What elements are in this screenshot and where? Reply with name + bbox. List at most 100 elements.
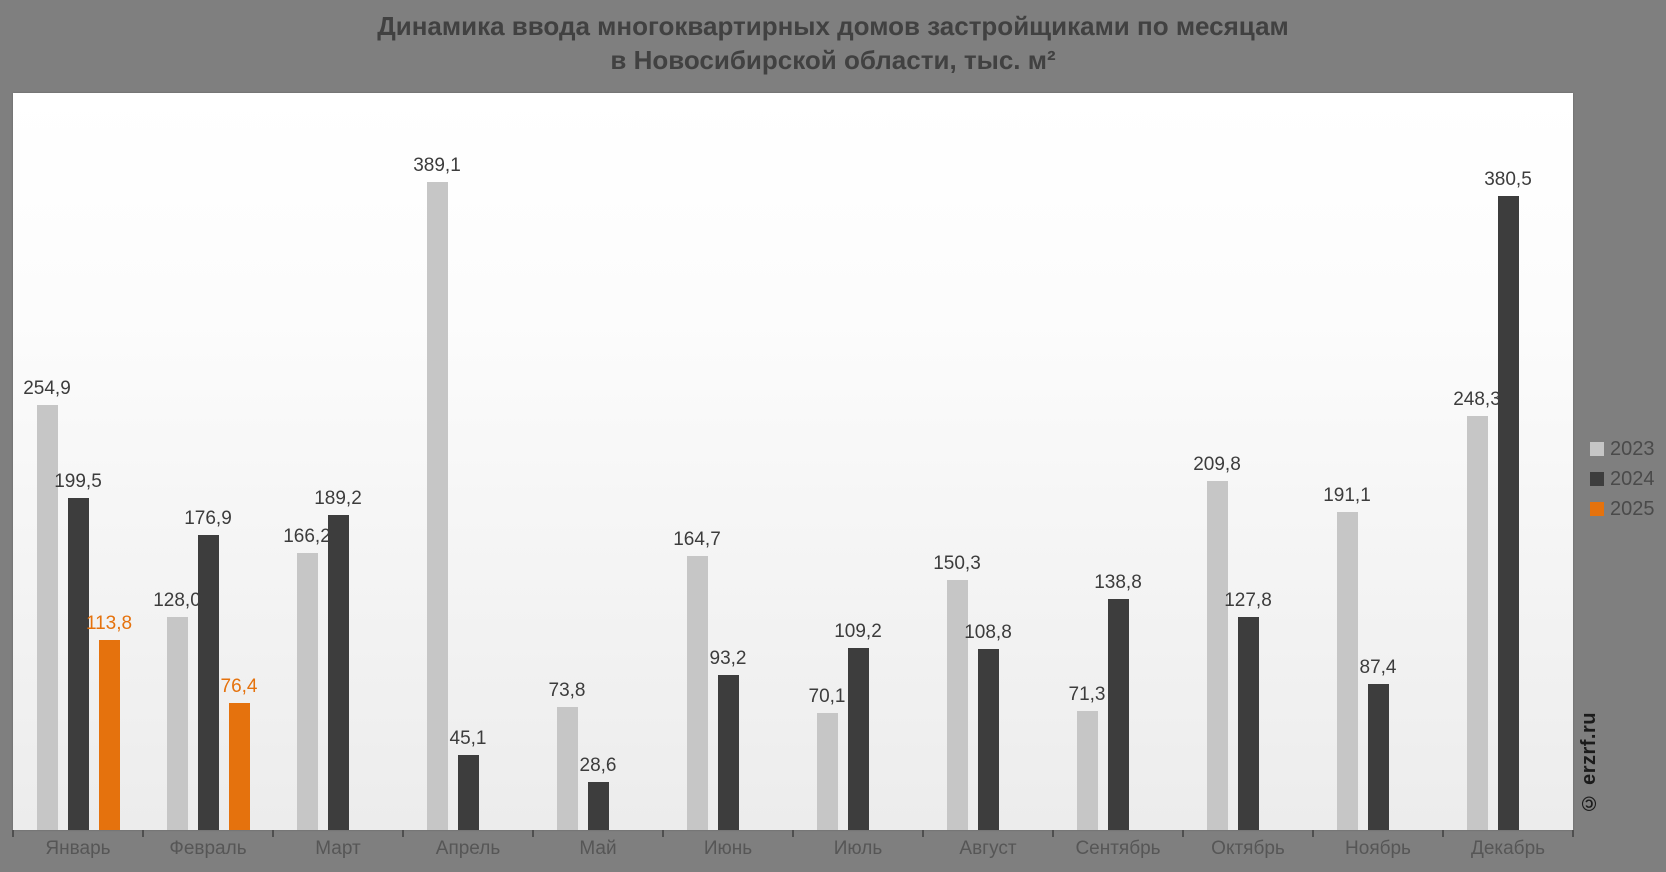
plot-area: 254,9 199,5 113,8 128,0 176,9 76,4 166,2 189,2 3… <box>13 93 1573 830</box>
value-label: 150,3 <box>933 552 981 574</box>
bar-2023 <box>166 616 188 830</box>
axis-tick <box>1052 830 1054 837</box>
value-label: 109,2 <box>834 621 882 643</box>
bar-2023 <box>1336 511 1358 830</box>
bar-slot-2024: 176,9 <box>184 93 232 830</box>
value-label: 70,1 <box>808 686 846 708</box>
bar-2024 <box>457 754 479 830</box>
bar-2023 <box>686 555 708 830</box>
bar-slot-2024: 138,8 <box>1094 93 1142 830</box>
value-label: 191,1 <box>1323 484 1371 506</box>
bar-slot-2025: 113,8 <box>86 93 132 830</box>
bar-group-7: 70,1 109,2 <box>793 93 923 830</box>
bar-slot-2025 <box>1269 93 1290 830</box>
axis-tick <box>402 830 404 837</box>
bar-group-10: 209,8 127,8 <box>1183 93 1313 830</box>
bar-group-3: 166,2 189,2 <box>273 93 403 830</box>
value-label: 93,2 <box>709 647 747 669</box>
axis-tick <box>142 830 144 837</box>
legend-label: 2023 <box>1610 437 1655 460</box>
axis-tick <box>1182 830 1184 837</box>
bar-group-1: 254,9 199,5 113,8 <box>13 93 143 830</box>
bar-slot-2025 <box>879 93 900 830</box>
bar-groups: 254,9 199,5 113,8 128,0 176,9 76,4 166,2 189,2 3… <box>13 93 1573 830</box>
month-label: Декабрь <box>1470 838 1546 859</box>
chart-title-line1: Динамика ввода многоквартирных домов зас… <box>377 11 1289 41</box>
value-label: 209,8 <box>1193 453 1241 475</box>
value-label: 113,8 <box>85 613 133 635</box>
bar-2023 <box>946 579 968 830</box>
value-label: 166,2 <box>283 526 331 548</box>
bar-group-2: 128,0 176,9 76,4 <box>143 93 273 830</box>
value-label: 73,8 <box>548 680 586 702</box>
bar-slot-2023: 166,2 <box>283 93 331 830</box>
bar-2025 <box>98 640 120 830</box>
bar-group-5: 73,8 28,6 <box>533 93 663 830</box>
bar-slot-2024: 199,5 <box>54 93 102 830</box>
month-label: Январь <box>45 838 111 859</box>
bar-2023 <box>1466 416 1488 830</box>
bar-slot-2025 <box>1529 93 1550 830</box>
chart-title-line2: в Новосибирской области, тыс. м² <box>610 45 1056 75</box>
bar-slot-2023: 248,3 <box>1453 93 1501 830</box>
bar-group-8: 150,3 108,8 <box>923 93 1053 830</box>
bar-slot-2024: 380,5 <box>1484 93 1532 830</box>
value-label: 71,3 <box>1068 684 1106 706</box>
legend-label: 2025 <box>1610 497 1655 520</box>
value-label: 199,5 <box>54 470 102 492</box>
bar-2024 <box>847 648 869 830</box>
value-label: 189,2 <box>314 487 362 509</box>
bar-slot-2025 <box>1399 93 1420 830</box>
bar-slot-2024: 28,6 <box>580 93 617 830</box>
bar-slot-2023: 164,7 <box>673 93 721 830</box>
bar-slot-2025 <box>489 93 510 830</box>
bar-group-12: 248,3 380,5 <box>1443 93 1573 830</box>
legend: 2023 2024 2025 <box>1590 434 1655 524</box>
value-label: 127,8 <box>1224 590 1272 612</box>
month-label: Июнь <box>703 838 753 859</box>
value-label: 138,8 <box>1094 571 1142 593</box>
bar-slot-2023: 70,1 <box>809 93 846 830</box>
value-label: 248,3 <box>1453 389 1501 411</box>
bar-slot-2024: 108,8 <box>964 93 1012 830</box>
bar-slot-2023: 71,3 <box>1069 93 1106 830</box>
bar-2024 <box>1107 598 1129 830</box>
legend-item-2025: 2025 <box>1590 494 1655 524</box>
axis-tick <box>532 830 534 837</box>
bar-slot-2023: 128,0 <box>153 93 201 830</box>
axis-tick <box>792 830 794 837</box>
bar-2024 <box>587 782 609 830</box>
month-label: Сентябрь <box>1075 838 1161 859</box>
bar-2024 <box>1367 684 1389 830</box>
bar-2023 <box>36 405 58 830</box>
bar-2023 <box>426 181 448 830</box>
bar-slot-2023: 191,1 <box>1323 93 1371 830</box>
bar-group-9: 71,3 138,8 <box>1053 93 1183 830</box>
bar-slot-2023: 254,9 <box>23 93 71 830</box>
axis-tick <box>12 830 14 837</box>
month-label: Февраль <box>169 838 247 859</box>
axis-tick <box>922 830 924 837</box>
bar-group-4: 389,1 45,1 <box>403 93 533 830</box>
value-label: 87,4 <box>1359 657 1397 679</box>
value-label: 380,5 <box>1484 169 1532 191</box>
month-label: Август <box>959 838 1017 859</box>
bar-2023 <box>296 553 318 830</box>
bar-2023 <box>1076 711 1098 830</box>
month-label: Март <box>315 838 361 859</box>
watermark: © erzrf.ru <box>1578 712 1600 814</box>
axis-tick <box>662 830 664 837</box>
bar-slot-2024: 109,2 <box>834 93 882 830</box>
bar-slot-2025 <box>1009 93 1030 830</box>
bar-slot-2025 <box>749 93 770 830</box>
value-label: 176,9 <box>184 508 232 530</box>
month-label: Ноябрь <box>1345 838 1411 859</box>
axis-tick <box>272 830 274 837</box>
month-label: Октябрь <box>1211 838 1285 859</box>
bar-2024 <box>197 535 219 830</box>
axis-tick <box>1572 830 1574 837</box>
legend-swatch-icon <box>1590 502 1604 516</box>
legend-item-2024: 2024 <box>1590 464 1655 494</box>
value-label: 128,0 <box>153 589 201 611</box>
bar-2024 <box>717 674 739 830</box>
